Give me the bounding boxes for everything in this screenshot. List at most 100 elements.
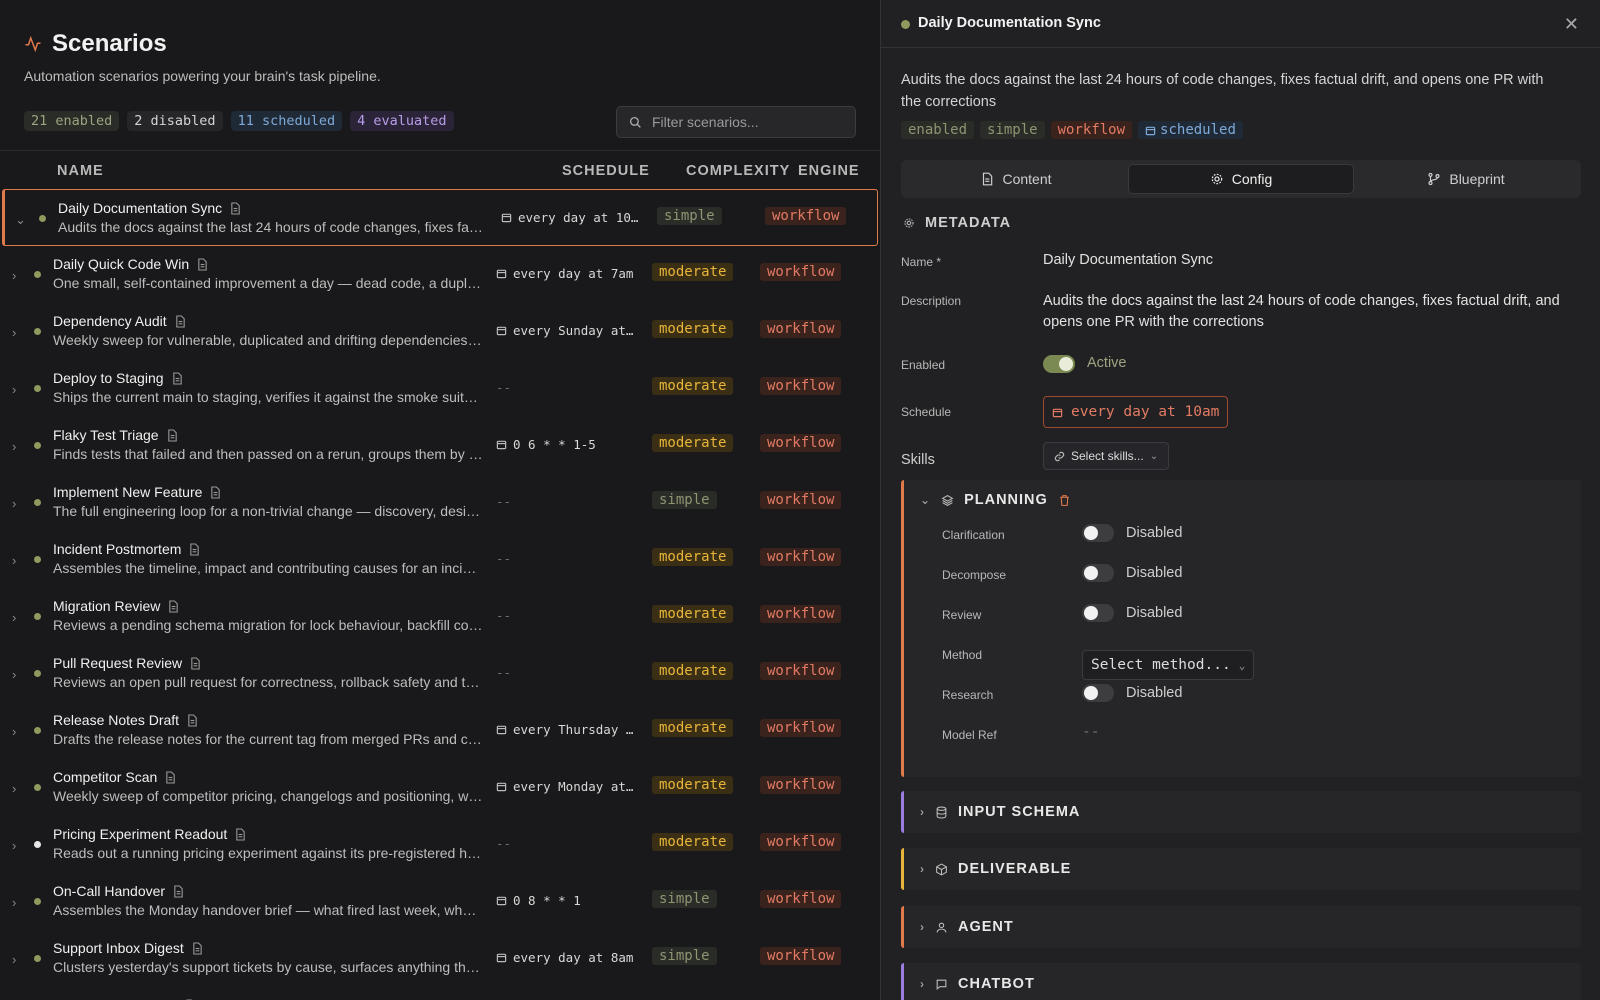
detail-header: Daily Documentation Sync ✕ (881, 0, 1600, 48)
chevron-right-icon[interactable]: › (12, 952, 17, 967)
scenario-name[interactable]: Dependency Audit (53, 313, 186, 329)
scenario-description: Assembles the Monday handover brief — wh… (53, 902, 483, 918)
chevron-right-icon[interactable]: › (12, 724, 17, 739)
chevron-right-icon[interactable]: › (12, 382, 17, 397)
chevron-down-icon: ⌄ (1238, 658, 1246, 672)
scenario-name[interactable]: Daily Quick Code Win (53, 256, 208, 272)
table-row[interactable]: ⌄ Daily Documentation Sync Audits the do… (2, 189, 878, 246)
filter-input[interactable] (652, 114, 842, 130)
schedule-cell: -- (496, 494, 512, 509)
chevron-right-icon[interactable]: › (12, 268, 17, 283)
complexity-badge: moderate (652, 776, 734, 794)
scenario-name[interactable]: Competitor Scan (53, 769, 176, 785)
table-row[interactable]: › Incident Postmortem Assembles the time… (0, 531, 880, 588)
table-row[interactable]: › Weekly Cost Report (0, 987, 880, 1000)
tab-blueprint[interactable]: Blueprint (1354, 164, 1578, 194)
schedule-cell: 0 6 * * 1-5 (496, 437, 636, 452)
chevron-right-icon[interactable]: › (12, 325, 17, 340)
table-row[interactable]: › Pricing Experiment Readout Reads out a… (0, 816, 880, 873)
chevron-right-icon[interactable]: › (12, 610, 17, 625)
scenario-name[interactable]: On-Call Handover (53, 883, 184, 899)
name-field-value[interactable]: Daily Documentation Sync (1043, 252, 1214, 268)
enabled-toggle[interactable] (1043, 354, 1075, 373)
schedule-chip[interactable]: every day at 10am (1043, 396, 1229, 428)
description-field-value[interactable]: Audits the docs against the last 24 hour… (1043, 293, 1560, 330)
table-row[interactable]: › Flaky Test Triage Finds tests that fai… (0, 417, 880, 474)
skills-select-label: Select skills... (1071, 449, 1144, 463)
engine-badge: workflow (765, 207, 847, 225)
name-field-label: Name * (901, 255, 942, 269)
chevron-right-icon[interactable]: › (12, 781, 17, 796)
table-row[interactable]: › Support Inbox Digest Clusters yesterda… (0, 930, 880, 987)
planning-section-header[interactable]: ⌄ PLANNING (920, 492, 1071, 508)
column-header-name[interactable]: NAME (57, 163, 104, 179)
scenario-detail-panel: Daily Documentation Sync ✕ Audits the do… (880, 0, 1600, 1000)
engine-badge: workflow (760, 434, 842, 452)
model-ref-value[interactable]: -- (1082, 724, 1100, 740)
chevron-right-icon[interactable]: › (12, 553, 17, 568)
review-toggle[interactable] (1082, 604, 1114, 622)
scenario-name[interactable]: Incident Postmortem (53, 541, 200, 557)
engine-tag: workflow (1050, 121, 1133, 139)
scenario-name[interactable]: Pricing Experiment Readout (53, 826, 246, 842)
column-header-schedule[interactable]: SCHEDULE (562, 163, 650, 179)
chatbot-section[interactable]: › CHATBOT (901, 963, 1581, 1000)
scheduled-tag: scheduled (1138, 121, 1243, 139)
chevron-down-icon[interactable]: ⌄ (15, 212, 26, 227)
table-row[interactable]: › Implement New Feature The full enginee… (0, 474, 880, 531)
table-row[interactable]: › Dependency Audit Weekly sweep for vuln… (0, 303, 880, 360)
scenario-name[interactable]: Migration Review (53, 598, 179, 614)
research-status: Disabled (1126, 685, 1183, 701)
column-header-complexity[interactable]: COMPLEXITY (686, 163, 791, 179)
table-row[interactable]: › Daily Quick Code Win One small, self-c… (0, 246, 880, 303)
engine-badge: workflow (760, 947, 842, 965)
chevron-right-icon[interactable]: › (12, 439, 17, 454)
close-icon[interactable]: ✕ (1563, 14, 1579, 34)
scenario-name-text: Pricing Experiment Readout (53, 826, 228, 842)
planning-section: ⌄ PLANNING Clarification Disabled Decomp… (901, 480, 1581, 777)
scenario-description: Weekly sweep for vulnerable, duplicated … (53, 332, 483, 348)
table-row[interactable]: › Release Notes Draft Drafts the release… (0, 702, 880, 759)
scenario-name[interactable]: Flaky Test Triage (53, 427, 178, 443)
status-dot (34, 385, 41, 392)
scenario-name[interactable]: Deploy to Staging (53, 370, 183, 386)
skills-select[interactable]: Select skills... ⌄ (1043, 442, 1170, 470)
method-select[interactable]: Select method... ⌄ (1082, 650, 1255, 680)
chevron-right-icon[interactable]: › (12, 496, 17, 511)
clarification-toggle[interactable] (1082, 524, 1114, 542)
tab-config[interactable]: Config (1128, 164, 1354, 194)
schedule-text: every Monday at 9am (513, 779, 636, 794)
chevron-right-icon[interactable]: › (12, 838, 17, 853)
table-row[interactable]: › On-Call Handover Assembles the Monday … (0, 873, 880, 930)
engine-badge: workflow (760, 548, 842, 566)
section-title: DELIVERABLE (958, 861, 1072, 877)
research-toggle[interactable] (1082, 684, 1114, 702)
document-icon (188, 713, 197, 727)
trash-icon[interactable] (1058, 494, 1071, 507)
scenario-name-text: Release Notes Draft (53, 712, 180, 728)
agent-section[interactable]: › AGENT (901, 906, 1581, 948)
table-row[interactable]: › Deploy to Staging Ships the current ma… (0, 360, 880, 417)
scenario-name[interactable]: Release Notes Draft (53, 712, 198, 728)
decompose-toggle[interactable] (1082, 564, 1114, 582)
scenario-name[interactable]: Implement New Feature (53, 484, 221, 500)
complexity-badge: moderate (652, 662, 734, 680)
scenario-name[interactable]: Support Inbox Digest (53, 940, 203, 956)
scenario-name[interactable]: Pull Request Review (53, 655, 201, 671)
table-row[interactable]: › Competitor Scan Weekly sweep of compet… (0, 759, 880, 816)
calendar-icon (496, 326, 507, 336)
section-title: INPUT SCHEMA (958, 804, 1081, 820)
tab-content[interactable]: Content (904, 164, 1128, 194)
scenario-name[interactable]: Daily Documentation Sync (58, 200, 241, 216)
input-schema-section[interactable]: › INPUT SCHEMA (901, 791, 1581, 833)
deliverable-section[interactable]: › DELIVERABLE (901, 848, 1581, 890)
review-label: Review (942, 608, 982, 622)
scenario-description: Weekly sweep of competitor pricing, chan… (53, 788, 483, 804)
column-header-engine[interactable]: ENGINE (798, 163, 860, 179)
chevron-right-icon[interactable]: › (12, 895, 17, 910)
status-dot (34, 841, 41, 848)
stats-bar: 21 enabled 2 disabled 11 scheduled 4 eva… (24, 111, 454, 131)
chevron-right-icon[interactable]: › (12, 667, 17, 682)
table-row[interactable]: › Pull Request Review Reviews an open pu… (0, 645, 880, 702)
table-row[interactable]: › Migration Review Reviews a pending sch… (0, 588, 880, 645)
